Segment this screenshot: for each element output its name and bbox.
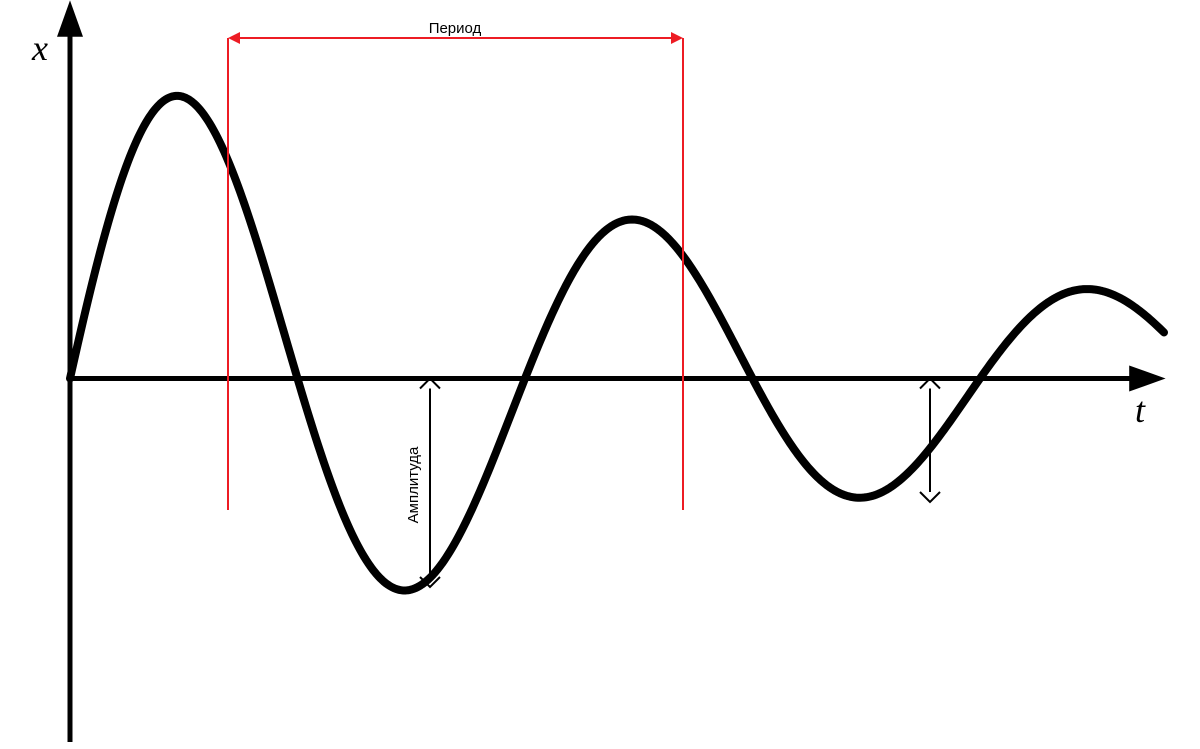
x-axis: t	[70, 366, 1166, 431]
amplitude-markers	[420, 379, 940, 588]
damped-oscillation-diagram: t x Период Амплитуда	[0, 0, 1200, 749]
amplitude-marker-arrow-down	[920, 492, 940, 502]
period-label: Период	[429, 20, 482, 37]
amplitude-label: Амплитуда	[405, 446, 422, 523]
damped-sinusoid	[70, 96, 1164, 591]
x-axis-label: t	[1135, 390, 1146, 430]
period-annotation: Период	[228, 20, 683, 510]
y-axis-label: x	[31, 28, 48, 68]
